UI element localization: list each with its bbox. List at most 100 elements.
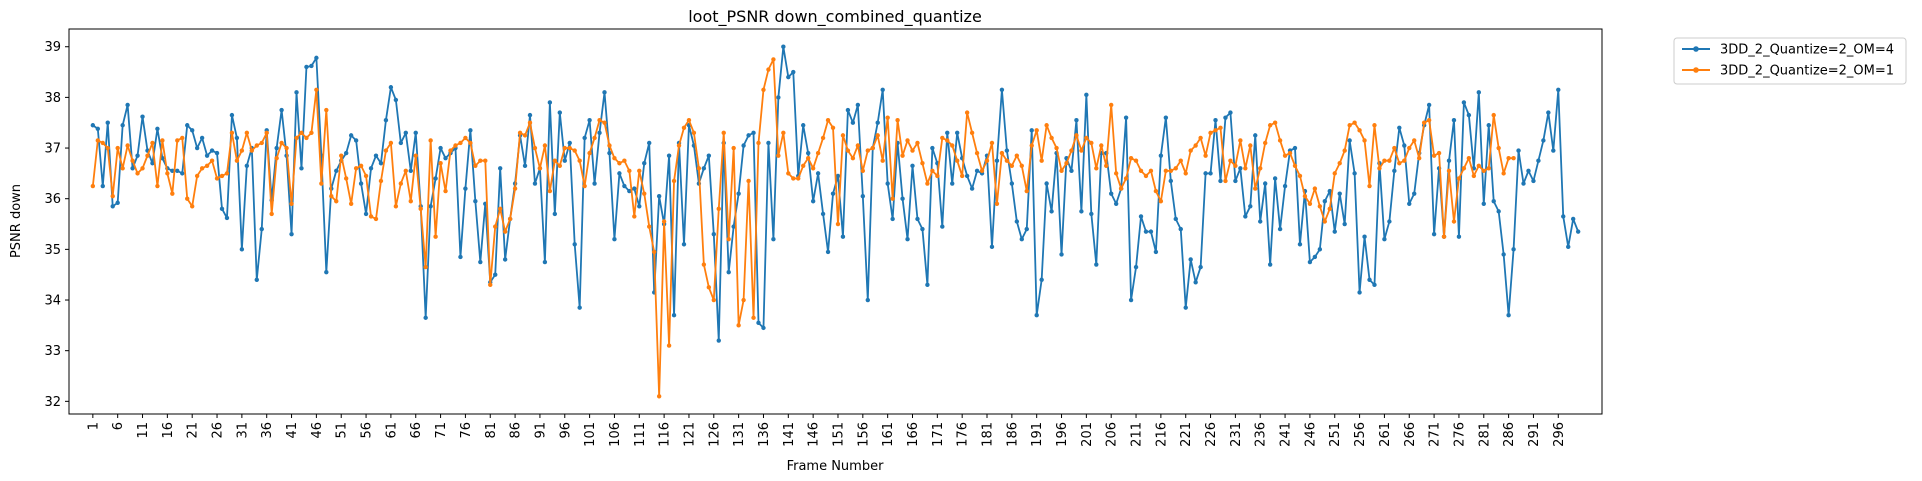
data-point	[180, 135, 185, 141]
x-tick-label: 246	[1303, 422, 1318, 447]
data-point	[786, 74, 791, 80]
data-point	[1054, 145, 1059, 151]
data-point	[95, 126, 101, 131]
data-point	[398, 181, 404, 186]
data-point	[502, 257, 508, 262]
data-point	[1282, 183, 1288, 189]
data-point	[1282, 153, 1288, 158]
data-point	[1188, 257, 1193, 262]
data-point	[254, 143, 259, 148]
data-point	[885, 115, 890, 120]
data-point	[945, 130, 950, 136]
data-point	[845, 148, 851, 153]
data-point	[1183, 305, 1188, 310]
data-point	[155, 126, 160, 131]
data-point	[870, 145, 875, 151]
x-tick-label: 26	[211, 422, 226, 439]
x-tick-label: 186	[1005, 422, 1020, 447]
data-point	[572, 242, 577, 247]
legend-label-series-1: 3DD_2_Quantize=2_OM=4	[1720, 43, 1894, 58]
data-point	[637, 204, 642, 209]
data-point	[1004, 148, 1010, 153]
x-tick-label: 166	[906, 422, 921, 447]
data-point	[1253, 133, 1258, 138]
data-point	[1258, 219, 1263, 224]
data-point	[1019, 163, 1024, 168]
data-point	[651, 249, 657, 255]
data-point	[428, 138, 433, 143]
data-point	[1541, 138, 1546, 143]
data-point	[249, 148, 255, 153]
data-point	[592, 181, 597, 186]
data-point	[1506, 313, 1511, 318]
data-point	[1486, 166, 1491, 171]
data-point	[1312, 186, 1318, 191]
data-point	[1575, 229, 1581, 234]
data-point	[453, 143, 458, 148]
data-point	[607, 150, 612, 156]
data-point	[259, 140, 264, 146]
x-tick-label: 116	[658, 422, 673, 447]
data-point	[1307, 259, 1313, 265]
data-point	[1431, 153, 1437, 158]
data-point	[532, 181, 538, 186]
data-point	[413, 130, 418, 136]
data-point	[517, 130, 523, 136]
x-tick-label: 171	[931, 422, 946, 447]
plot-frame	[68, 28, 1603, 415]
data-point	[155, 183, 160, 189]
data-point	[587, 117, 592, 123]
data-point	[497, 206, 503, 212]
y-tick-label: 36	[44, 192, 61, 207]
data-point	[771, 57, 776, 62]
data-point	[224, 171, 230, 176]
data-point	[1382, 158, 1387, 163]
data-point	[1392, 168, 1397, 174]
data-point	[1352, 120, 1357, 125]
data-point	[612, 155, 617, 161]
data-point	[244, 163, 250, 168]
data-point	[358, 181, 364, 186]
data-point	[259, 226, 264, 232]
data-point	[363, 173, 369, 179]
data-point	[279, 107, 284, 113]
data-point	[850, 120, 856, 125]
data-point	[542, 259, 548, 265]
data-point	[274, 155, 279, 161]
data-point	[647, 140, 652, 146]
data-point	[239, 247, 245, 252]
data-point	[671, 313, 677, 318]
data-point	[502, 229, 508, 234]
data-point	[254, 277, 259, 282]
data-point	[786, 171, 791, 176]
data-point	[1511, 247, 1516, 252]
data-point	[825, 117, 831, 123]
data-point	[140, 166, 145, 171]
data-point	[1248, 204, 1253, 209]
data-point	[194, 145, 200, 151]
data-point	[1407, 201, 1412, 206]
data-point	[428, 204, 433, 209]
data-point	[1337, 191, 1342, 196]
data-point	[135, 171, 140, 176]
x-tick-label: 191	[1030, 422, 1045, 447]
data-point	[199, 135, 205, 141]
data-point	[180, 171, 185, 176]
series-2	[90, 57, 1516, 399]
data-point	[1382, 237, 1387, 242]
data-point	[1213, 117, 1218, 123]
data-point	[602, 120, 607, 125]
data-point	[1223, 115, 1228, 120]
data-point	[1357, 290, 1362, 295]
data-point	[274, 145, 279, 151]
data-point	[393, 97, 399, 103]
data-point	[1059, 252, 1064, 257]
data-point	[140, 114, 145, 119]
data-point	[736, 191, 741, 196]
legend: 3DD_2_Quantize=2_OM=4 3DD_2_Quantize=2_O…	[1673, 37, 1907, 85]
data-point	[776, 95, 781, 100]
data-point	[721, 130, 726, 136]
x-tick-label: 226	[1204, 422, 1219, 447]
data-point	[1203, 171, 1208, 176]
data-point	[1521, 181, 1526, 186]
